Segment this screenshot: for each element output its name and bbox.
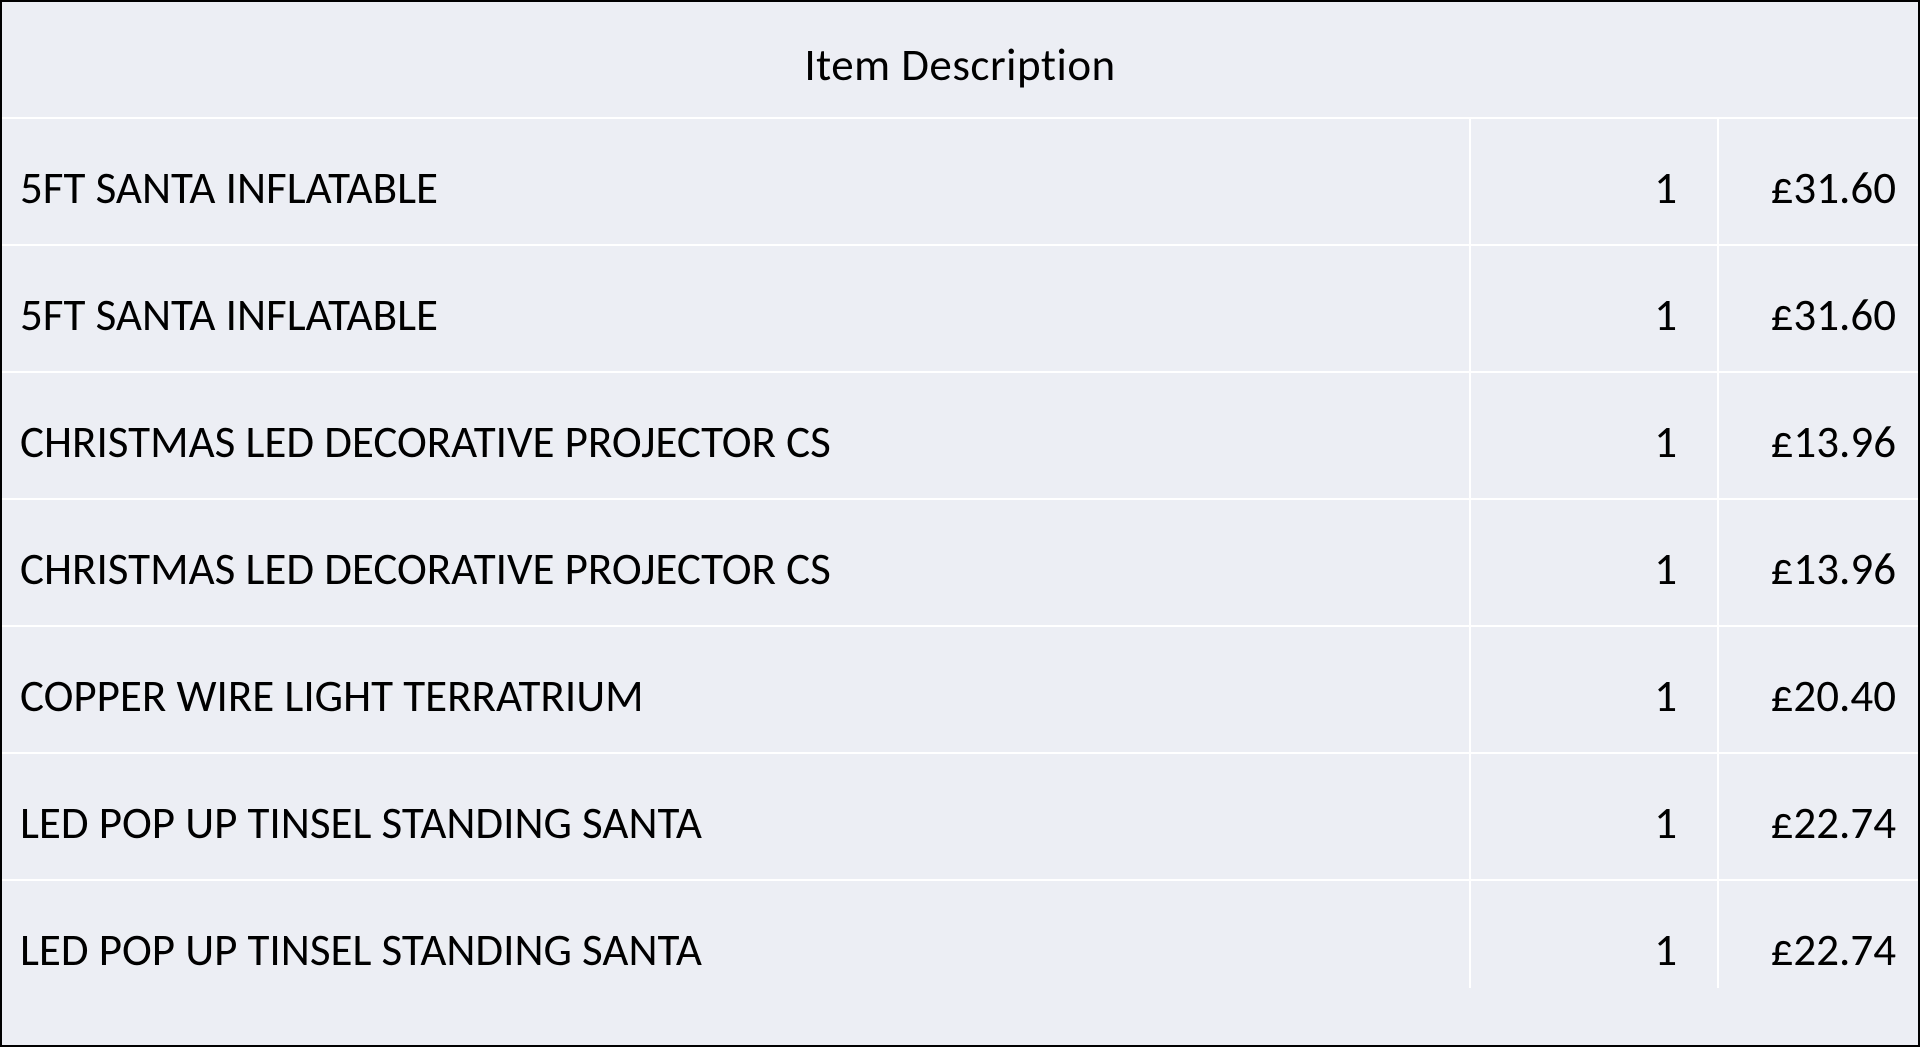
cell-price: £22.74 — [1718, 753, 1918, 880]
cell-qty: 1 — [1470, 499, 1718, 626]
cell-description: 5FT SANTA INFLATABLE — [2, 245, 1470, 372]
table-body: 5FT SANTA INFLATABLE 1 £31.60 5FT SANTA … — [2, 118, 1918, 988]
cell-qty: 1 — [1470, 626, 1718, 753]
table-header-title: Item Description — [2, 2, 1918, 118]
table-header-row: Item Description — [2, 2, 1918, 118]
cell-qty: 1 — [1470, 118, 1718, 245]
table-row: 5FT SANTA INFLATABLE 1 £31.60 — [2, 118, 1918, 245]
cell-description: COPPER WIRE LIGHT TERRATRIUM — [2, 626, 1470, 753]
cell-price: £31.60 — [1718, 118, 1918, 245]
cell-price: £20.40 — [1718, 626, 1918, 753]
cell-description: CHRISTMAS LED DECORATIVE PROJECTOR CS — [2, 372, 1470, 499]
item-table: Item Description 5FT SANTA INFLATABLE 1 … — [2, 2, 1918, 988]
table-row: LED POP UP TINSEL STANDING SANTA 1 £22.7… — [2, 753, 1918, 880]
cell-price: £13.96 — [1718, 499, 1918, 626]
table-row: CHRISTMAS LED DECORATIVE PROJECTOR CS 1 … — [2, 499, 1918, 626]
table-row: 5FT SANTA INFLATABLE 1 £31.60 — [2, 245, 1918, 372]
cell-price: £31.60 — [1718, 245, 1918, 372]
table-row: COPPER WIRE LIGHT TERRATRIUM 1 £20.40 — [2, 626, 1918, 753]
cell-description: LED POP UP TINSEL STANDING SANTA — [2, 753, 1470, 880]
table-row: LED POP UP TINSEL STANDING SANTA 1 £22.7… — [2, 880, 1918, 988]
cell-qty: 1 — [1470, 753, 1718, 880]
cell-description: 5FT SANTA INFLATABLE — [2, 118, 1470, 245]
cell-description: LED POP UP TINSEL STANDING SANTA — [2, 880, 1470, 988]
cell-qty: 1 — [1470, 372, 1718, 499]
cell-price: £13.96 — [1718, 372, 1918, 499]
cell-price: £22.74 — [1718, 880, 1918, 988]
item-table-container: Item Description 5FT SANTA INFLATABLE 1 … — [0, 0, 1920, 1047]
cell-qty: 1 — [1470, 245, 1718, 372]
cell-qty: 1 — [1470, 880, 1718, 988]
cell-description: CHRISTMAS LED DECORATIVE PROJECTOR CS — [2, 499, 1470, 626]
table-row: CHRISTMAS LED DECORATIVE PROJECTOR CS 1 … — [2, 372, 1918, 499]
